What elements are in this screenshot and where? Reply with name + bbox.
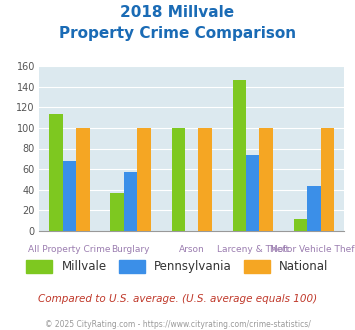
Text: Motor Vehicle Theft: Motor Vehicle Theft: [270, 245, 355, 254]
Bar: [260, 128, 273, 231]
Bar: [49, 115, 63, 231]
Bar: [110, 193, 124, 231]
Bar: [137, 128, 151, 231]
Bar: [198, 128, 212, 231]
Bar: [246, 155, 260, 231]
Text: 2018 Millvale: 2018 Millvale: [120, 5, 235, 20]
Bar: [307, 185, 321, 231]
Text: Larceny & Theft: Larceny & Theft: [217, 245, 289, 254]
Bar: [124, 172, 137, 231]
Legend: Millvale, Pennsylvania, National: Millvale, Pennsylvania, National: [26, 260, 329, 273]
Text: Property Crime Comparison: Property Crime Comparison: [59, 26, 296, 41]
Bar: [63, 161, 76, 231]
Bar: [233, 81, 246, 231]
Text: All Property Crime: All Property Crime: [28, 245, 111, 254]
Bar: [294, 218, 307, 231]
Text: Burglary: Burglary: [111, 245, 150, 254]
Bar: [321, 128, 334, 231]
Bar: [76, 128, 90, 231]
Text: © 2025 CityRating.com - https://www.cityrating.com/crime-statistics/: © 2025 CityRating.com - https://www.city…: [45, 320, 310, 329]
Text: Compared to U.S. average. (U.S. average equals 100): Compared to U.S. average. (U.S. average …: [38, 294, 317, 304]
Bar: [171, 128, 185, 231]
Text: Arson: Arson: [179, 245, 204, 254]
